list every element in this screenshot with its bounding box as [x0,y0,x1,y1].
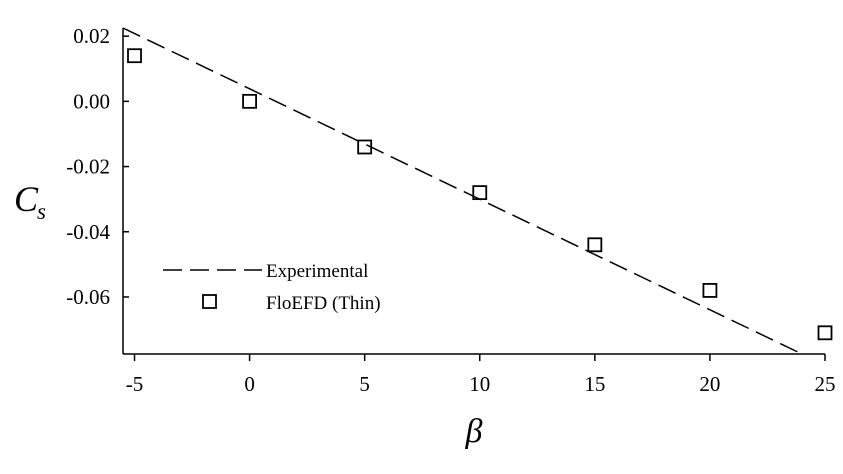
y-ticks: 0.02 0.00 -0.02 -0.04 -0.06 [66,24,129,309]
y-tick-label: 0.02 [73,24,110,48]
legend-experimental-label: Experimental [266,261,368,282]
floefd-point [702,283,718,298]
legend-floefd-label: FloEFD (Thin) [266,293,381,314]
series-layer [122,27,833,355]
y-tick-label: -0.06 [66,285,110,309]
x-tick-label: 20 [699,372,720,396]
x-tick-label: 0 [244,372,255,396]
floefd-point [357,139,373,155]
y-tick-label: -0.04 [66,220,110,244]
x-axis-title: β [465,413,483,450]
floefd-point [127,48,142,64]
floefd-point [817,325,833,341]
x-tick-label: 10 [469,372,490,396]
legend-floefd-swatch [202,294,217,309]
floefd-point [472,185,488,201]
x-tick-label: 15 [584,372,605,396]
floefd-point [587,237,603,253]
y-tick-label: -0.02 [66,155,110,179]
x-ticks: -5 0 5 10 15 20 25 [126,354,836,396]
y-axis-title-subscript: s [37,199,46,224]
legend: Experimental FloEFD (Thin) [163,261,381,314]
floefd-point [242,93,257,109]
y-axis-title: C s [14,179,46,224]
x-tick-label: -5 [126,372,144,396]
experimental-line [122,27,803,355]
x-tick-label: 5 [359,372,370,396]
x-tick-label: 25 [815,372,836,396]
y-axis-title-main: C [14,179,39,219]
y-tick-label: 0.00 [73,89,110,113]
plot-area: 0.02 0.00 -0.02 -0.04 -0.06 -5 0 5 10 15 20 25 [66,24,835,396]
